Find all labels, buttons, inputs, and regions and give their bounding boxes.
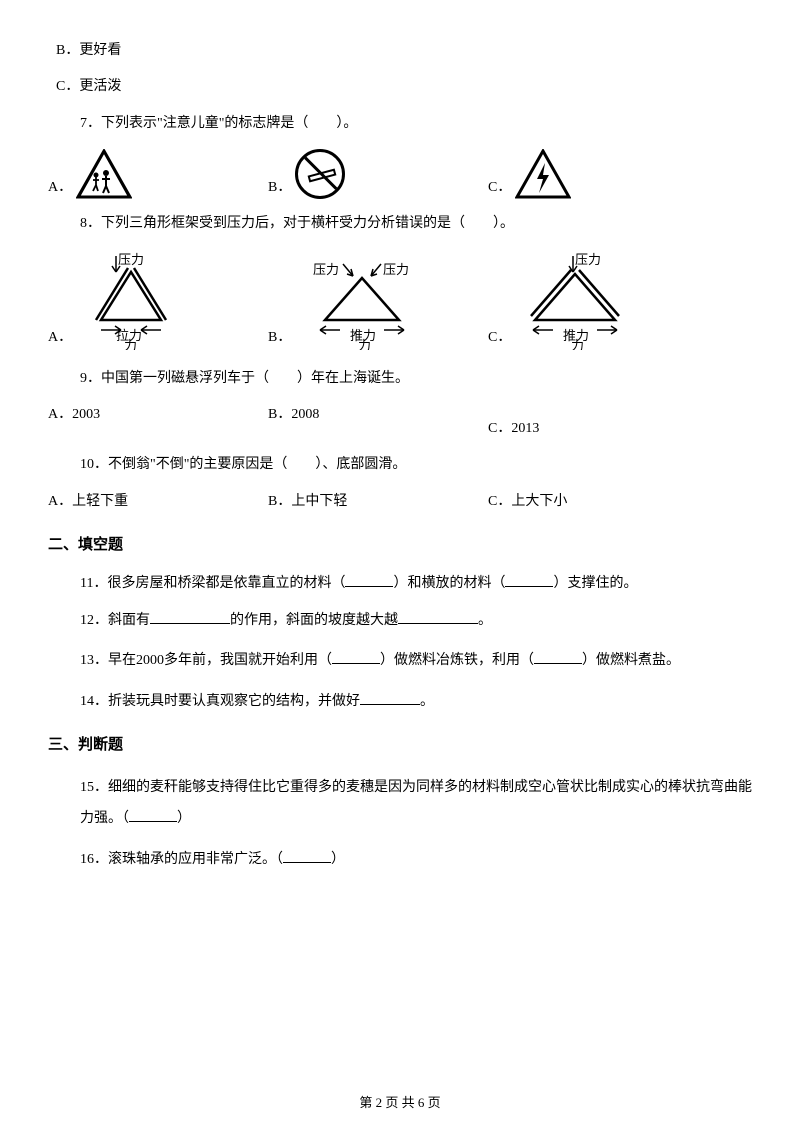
q8-label-b: B． [268,327,291,349]
blank[interactable] [345,573,393,587]
page-footer: 第 2 页 共 6 页 [0,1093,800,1114]
q12-text-b: 的作用，斜面的坡度越大越 [230,613,398,628]
q7-label-a: A． [48,177,72,199]
svg-text:压力: 压力 [313,262,339,277]
q9-opt-a: A．2003 [48,404,268,440]
blank[interactable] [534,650,582,664]
q11-text-c: ）支撑住的。 [553,576,637,591]
q14-text-a: 14．折装玩具时要认真观察它的结构，并做好 [80,694,360,709]
blank[interactable] [332,650,380,664]
q10-opt-b: B．上中下轻 [268,491,488,513]
question-15: 15．细细的麦秆能够支持得住比它重得多的麦穗是因为同样多的材料制成空心管状比制成… [48,773,752,835]
question-7: 7．下列表示"注意儿童"的标志牌是（ ）。 [48,113,752,135]
force-diagram-b: 压力 压力 推力 力 [295,250,445,350]
question-10: 10．不倒翁"不倒"的主要原因是（ ）、底部圆滑。 [48,454,752,476]
q13-text-a: 13．早在2000多年前，我国就开始利用（ [80,653,332,668]
children-sign-icon [76,149,132,199]
option-b: B．更好看 [48,40,752,62]
question-14: 14．折装玩具时要认真观察它的结构，并做好 。 [48,691,752,713]
q9-opt-c: C．2013 [488,404,708,440]
svg-text:压力: 压力 [118,252,144,267]
q16-text-b: ） [331,852,345,867]
q13-text-b: ）做燃料冶炼铁，利用（ [380,653,534,668]
q8-label-c: C． [488,327,511,349]
q7-label-b: B． [268,177,291,199]
q10-options: A．上轻下重 B．上中下轻 C．上大下小 [48,491,752,513]
q11-text-a: 11．很多房屋和桥梁都是依靠直立的材料（ [80,576,345,591]
q8-options: A． 压力 拉力 力 B． 压力 压力 [48,250,752,350]
blank[interactable] [398,610,478,624]
q9-opt-b: B．2008 [268,404,488,440]
q10-opt-a: A．上轻下重 [48,491,268,513]
q10-opt-c: C．上大下小 [488,491,708,513]
svg-text:力: 力 [571,338,584,350]
question-11: 11．很多房屋和桥梁都是依靠直立的材料（ ）和横放的材料（ ）支撑住的。 [48,573,752,595]
svg-text:压力: 压力 [575,252,601,267]
section-2-head: 二、填空题 [48,533,752,557]
q9-options: A．2003 B．2008 C．2013 [48,404,752,440]
q7-label-c: C． [488,177,511,199]
q12-text-c: 。 [478,613,492,628]
q15-text-b: ） [177,811,191,826]
blank[interactable] [505,573,553,587]
svg-text:压力: 压力 [383,262,409,277]
section-3-head: 三、判断题 [48,733,752,757]
svg-text:力: 力 [358,338,371,350]
question-9: 9．中国第一列磁悬浮列车于（ ）年在上海诞生。 [48,368,752,390]
q11-text-b: ）和横放的材料（ [393,576,505,591]
no-smoking-icon [295,149,345,199]
question-16: 16．滚珠轴承的应用非常广泛。（ ） [48,849,752,871]
q7-options: A． B． C． [48,149,752,199]
q13-text-c: ）做燃料煮盐。 [582,653,680,668]
question-8: 8．下列三角形框架受到压力后，对于横杆受力分析错误的是（ ）。 [48,213,752,235]
blank[interactable] [150,610,230,624]
blank[interactable] [360,691,420,705]
lightning-sign-icon [515,149,571,199]
q14-text-b: 。 [420,694,434,709]
q8-label-a: A． [48,327,72,349]
force-diagram-a: 压力 拉力 力 [76,250,206,350]
force-diagram-c: 压力 推力 力 [515,250,655,350]
question-12: 12．斜面有 的作用，斜面的坡度越大越 。 [48,610,752,632]
q16-text-a: 16．滚珠轴承的应用非常广泛。（ [80,852,283,867]
question-13: 13．早在2000多年前，我国就开始利用（ ）做燃料冶炼铁，利用（ ）做燃料煮盐。 [48,646,752,677]
option-c: C．更活泼 [48,76,752,98]
q12-text-a: 12．斜面有 [80,613,150,628]
blank[interactable] [283,849,331,863]
svg-text:力: 力 [124,338,137,350]
blank[interactable] [129,808,177,822]
